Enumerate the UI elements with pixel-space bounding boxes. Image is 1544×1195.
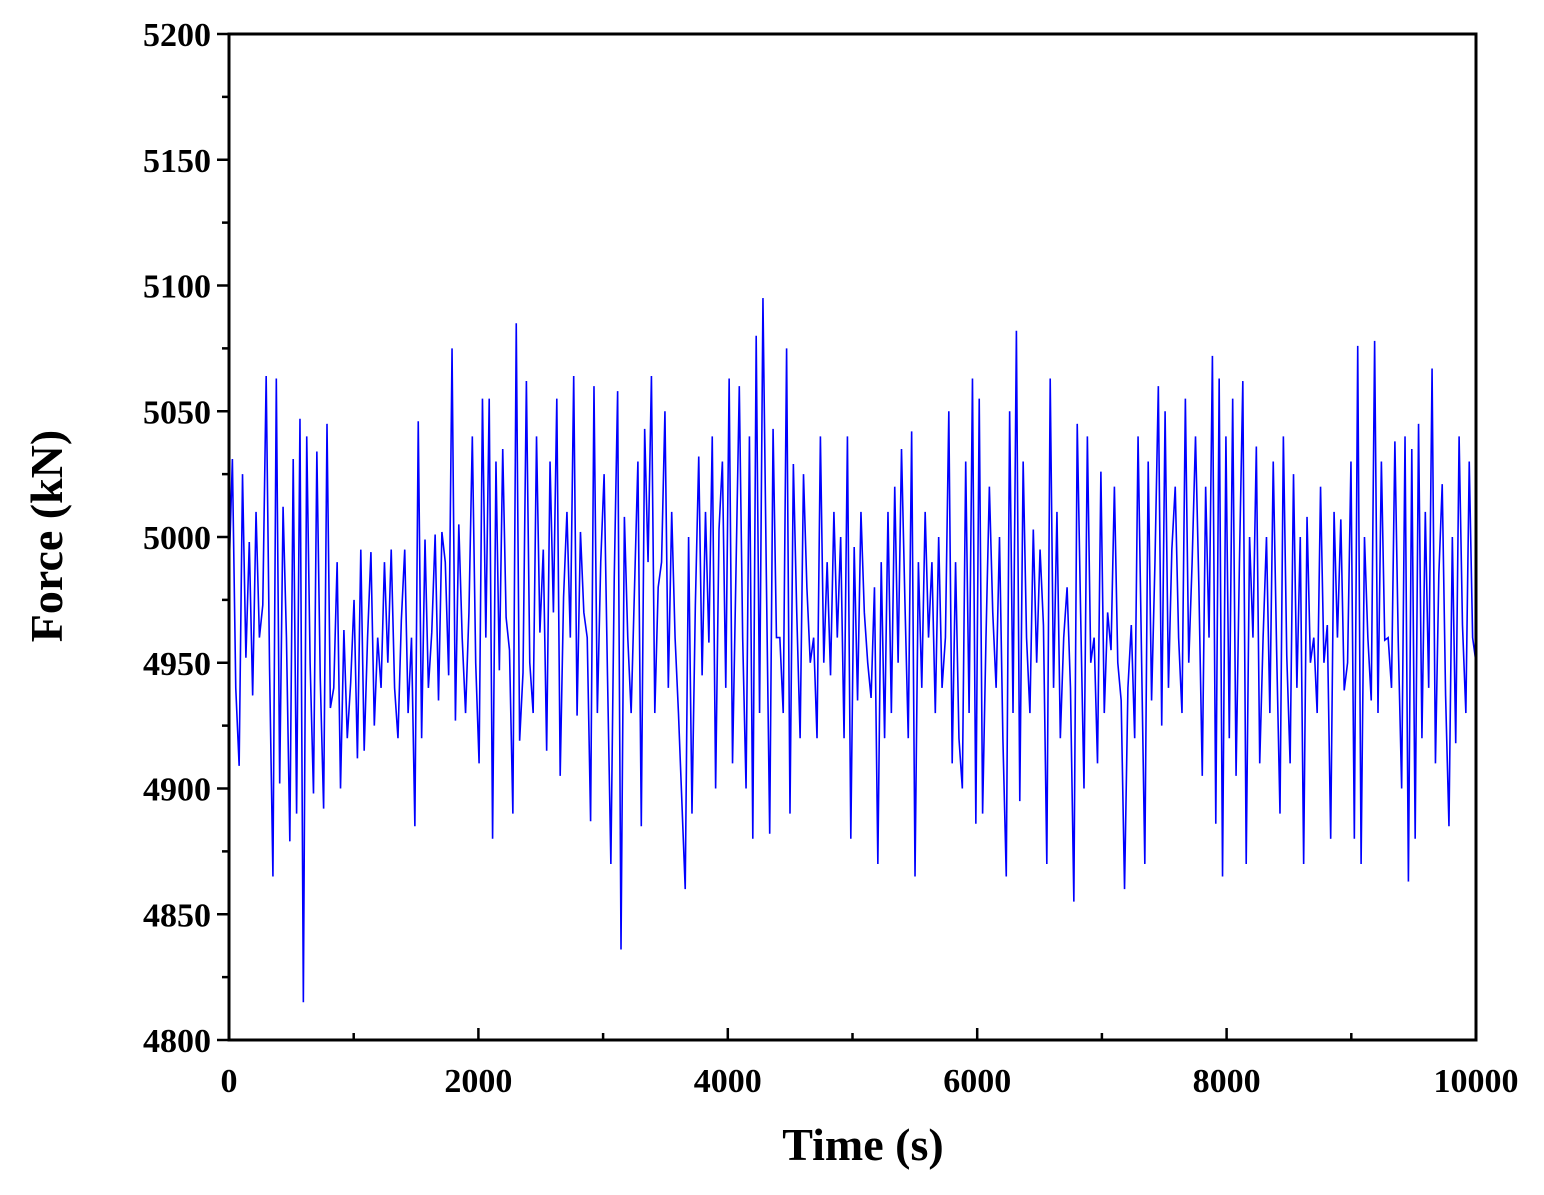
axes-layer: 0 2000 4000 6000 8000 10000 4800 4850 4900 4950 50… bbox=[143, 17, 1519, 1100]
x-tick-label: 8000 bbox=[1193, 1063, 1261, 1100]
series-layer bbox=[229, 298, 1476, 1003]
y-tick-label: 5200 bbox=[143, 17, 211, 54]
x-tick-label: 0 bbox=[221, 1063, 238, 1100]
x-tick-label: 4000 bbox=[694, 1063, 762, 1100]
labels-layer: Time (s) Force (kN) bbox=[21, 430, 944, 1170]
y-tick-label: 5050 bbox=[143, 394, 211, 431]
x-tick-label: 2000 bbox=[444, 1063, 512, 1100]
y-tick-label: 4900 bbox=[143, 772, 211, 809]
x-tick-label: 10000 bbox=[1434, 1063, 1519, 1100]
y-tick-label: 5100 bbox=[143, 269, 211, 306]
y-tick-label: 4850 bbox=[143, 897, 211, 934]
x-axis-title: Time (s) bbox=[782, 1119, 943, 1170]
plot-frame bbox=[227, 32, 1478, 1042]
x-tick-label: 6000 bbox=[943, 1063, 1011, 1100]
y-tick-label: 5150 bbox=[143, 143, 211, 180]
y-axis-title: Force (kN) bbox=[21, 430, 72, 642]
y-tick-label: 4950 bbox=[143, 646, 211, 683]
series-line-0 bbox=[229, 298, 1476, 1003]
y-tick-label: 4800 bbox=[143, 1023, 211, 1060]
y-tick-label: 5000 bbox=[143, 520, 211, 557]
